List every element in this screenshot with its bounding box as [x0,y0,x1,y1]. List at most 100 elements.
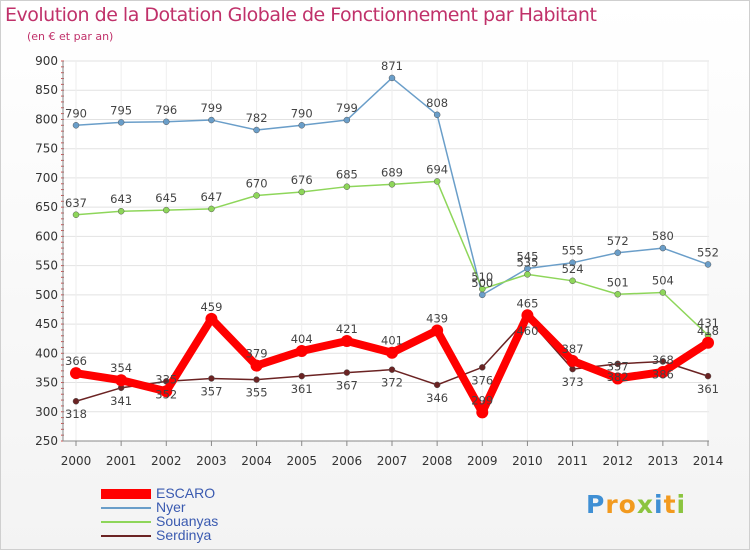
data-point-souanyas [72,211,80,219]
data-label-nyer: 555 [562,244,584,258]
data-point-serdinya [479,364,486,371]
y-tick-label: 700 [35,171,58,185]
x-tick-label: 2010 [512,454,543,468]
data-point-serdinya [704,372,712,380]
data-label-souanyas: 676 [291,173,313,187]
data-point-nyer [659,244,667,252]
data-label-souanyas: 510 [471,270,493,284]
y-tick-label: 300 [35,405,58,419]
y-tick-label: 800 [35,112,58,126]
y-tick-label: 600 [35,229,58,243]
data-point-escaro [702,336,714,349]
data-label-serdinya: 361 [291,382,313,396]
data-point-serdinya [253,376,260,383]
data-point-nyer [298,122,305,129]
legend: ESCARO Nyer Souanyas Serdinya [101,485,301,543]
y-tick-label: 450 [35,317,58,331]
data-label-souanyas: 694 [426,162,448,176]
data-label-serdinya: 367 [336,379,358,393]
data-label-serdinya: 460 [516,324,538,338]
data-label-nyer: 782 [246,111,268,125]
x-tick-label: 2007 [377,454,408,468]
data-label-escaro: 459 [200,300,222,314]
data-label-souanyas: 645 [155,191,177,205]
data-label-nyer: 799 [200,101,222,115]
data-point-nyer [253,126,260,134]
legend-swatch-nyer [101,507,151,509]
data-point-serdinya [208,375,215,382]
data-point-escaro [340,335,353,348]
x-tick-label: 2012 [602,454,633,468]
data-label-escaro: 401 [381,334,403,348]
data-point-escaro [160,385,173,398]
logo-letter: i [654,490,664,519]
legend-label-nyer: Nyer [156,499,186,515]
data-point-escaro [386,346,398,359]
data-point-souanyas [569,277,576,285]
logo-letter: i [676,490,687,519]
chart-title: Evolution de la Dotation Globale de Fonc… [5,4,597,26]
data-point-serdinya [433,381,441,389]
data-label-souanyas: 637 [65,196,87,210]
y-tick-label: 900 [35,54,58,68]
data-label-escaro: 366 [65,354,87,368]
data-label-serdinya: 318 [65,407,87,421]
data-label-nyer: 871 [381,59,403,73]
x-tick-label: 2009 [467,454,498,468]
data-point-serdinya [298,372,305,380]
legend-label-souanyas: Souanyas [156,513,219,529]
data-point-escaro [521,309,534,322]
data-point-escaro [205,312,218,325]
legend-label-escaro: ESCARO [156,485,216,501]
data-point-souanyas [659,289,667,296]
data-label-souanyas: 535 [516,255,538,269]
data-point-nyer [614,249,621,257]
logo-letter: t [663,490,677,519]
legend-swatch-souanyas [101,521,151,523]
data-point-serdinya [343,369,351,376]
data-point-souanyas [433,178,441,185]
data-point-escaro [295,344,308,357]
y-tick-label: 550 [35,259,58,273]
data-point-souanyas [117,207,125,215]
data-label-nyer: 500 [471,276,493,290]
data-label-escaro: 421 [336,322,358,336]
x-tick-label: 2013 [648,454,679,468]
data-point-serdinya [659,358,667,365]
y-tick-label: 250 [35,434,58,448]
data-label-escaro: 357 [607,359,629,373]
legend-swatch-escaro [101,489,151,499]
x-tick-label: 2004 [241,454,272,468]
logo-letter: P [586,490,606,519]
data-point-serdinya [72,397,80,405]
data-label-serdinya: 352 [155,387,177,401]
data-point-escaro [431,324,444,337]
data-label-serdinya: 357 [200,384,222,398]
y-tick-label: 400 [35,346,58,360]
data-label-nyer: 580 [652,229,674,243]
data-label-souanyas: 643 [110,192,132,206]
data-point-serdinya [614,360,621,368]
legend-item-escaro: ESCARO [101,485,301,501]
data-label-serdinya: 361 [697,382,719,396]
data-label-escaro: 368 [652,353,674,367]
data-label-nyer: 795 [110,103,132,117]
data-point-escaro [656,366,669,379]
chart-subtitle: (en € et par an) [27,30,114,43]
data-point-souanyas [388,181,396,188]
y-tick-label: 850 [35,83,58,97]
logo-letter: o [618,490,637,519]
legend-label-serdinya: Serdinya [156,527,212,543]
data-point-serdinya [388,366,396,373]
x-tick-label: 2006 [332,454,363,468]
data-label-souanyas: 689 [381,165,403,179]
data-point-souanyas [253,192,260,199]
data-point-nyer [704,261,712,268]
data-label-serdinya: 372 [381,376,403,390]
x-tick-label: 2003 [196,454,227,468]
data-label-escaro: 299 [471,393,493,407]
data-label-souanyas: 524 [562,262,584,276]
data-label-nyer: 790 [291,106,313,120]
data-label-nyer: 808 [426,96,448,110]
